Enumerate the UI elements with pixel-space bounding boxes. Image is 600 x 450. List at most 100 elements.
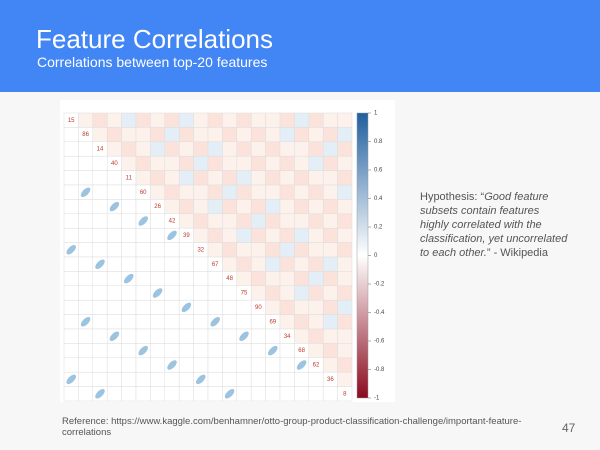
cell [178,127,194,143]
cell [250,213,266,229]
cell [337,371,353,387]
cell [337,386,353,402]
cell [265,227,281,243]
cell [322,184,338,200]
cell [106,314,122,330]
feature-label: 62 [313,363,320,369]
cell [92,371,108,387]
cell [236,242,252,258]
cell [222,170,238,186]
cell [106,242,122,258]
cell [193,170,209,186]
feature-label: 39 [183,233,190,239]
cell [106,343,122,359]
cell [265,155,281,171]
cell [294,242,310,258]
cell-glyph [80,187,91,197]
cell [78,112,94,128]
reference: Reference: https://www.kaggle.com/benham… [62,416,522,438]
cell [178,328,194,344]
cell [236,314,252,330]
feature-label: 68 [298,348,305,354]
cell [92,170,108,186]
cell [207,357,223,373]
cell [279,285,295,301]
cell [135,299,151,315]
cell [193,314,209,330]
cell [294,170,310,186]
cell [337,299,353,315]
cell [135,155,151,171]
cell [294,127,310,143]
cell [164,242,180,258]
colorbar-tick-label: -0.6 [374,339,385,345]
cell [178,285,194,301]
cell [150,155,166,171]
cell [178,371,194,387]
cell [265,256,281,272]
cell [63,343,79,359]
cell [164,371,180,387]
page-number: 47 [562,421,576,435]
cell [63,141,79,157]
cell [207,386,223,402]
cell [250,242,266,258]
cell [308,299,324,315]
cell [150,141,166,157]
cell [193,199,209,215]
cell [308,170,324,186]
cell [236,184,252,200]
cell [308,314,324,330]
cell [207,271,223,287]
feature-label: 75 [241,291,248,297]
cell [294,285,310,301]
cell [78,170,94,186]
cell [150,112,166,128]
cell [236,127,252,143]
cell-glyph [138,216,148,226]
cell [150,227,166,243]
cell [337,314,353,330]
cell [150,184,166,200]
cell-glyph [167,360,177,370]
cell [78,199,94,215]
cell [150,386,166,402]
cell [106,271,122,287]
cell [279,242,295,258]
cell [250,285,266,301]
cell [78,357,94,373]
cell-glyph [152,288,163,298]
cell [121,127,137,143]
cell [279,371,295,387]
cell [63,213,79,229]
cell [63,386,79,402]
cell [78,343,94,359]
cell [250,227,266,243]
cell [106,141,122,157]
cell [265,299,281,315]
cell [178,386,194,402]
cell [135,199,151,215]
cell [106,371,122,387]
cell [294,213,310,229]
cell [121,155,137,171]
cell-glyph [181,302,192,313]
cell [265,242,281,258]
cell [106,227,122,243]
cell [63,285,79,301]
cell [207,141,223,157]
cell [106,285,122,301]
cell [106,386,122,402]
cell [337,285,353,301]
cell-glyph [296,360,307,370]
cell [121,112,137,128]
cell [308,213,324,229]
cell [322,199,338,215]
cell [308,285,324,301]
cell [250,371,266,387]
cell [222,227,238,243]
cell [250,127,266,143]
cell [135,285,151,301]
cell [236,155,252,171]
